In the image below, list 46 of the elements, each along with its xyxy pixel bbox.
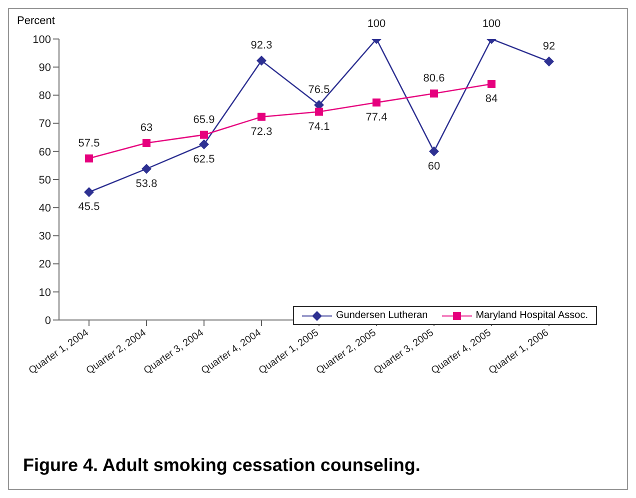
- point: [84, 187, 94, 198]
- y-tick-label: 90: [38, 62, 51, 74]
- y-tick-label: 10: [38, 286, 51, 299]
- data-label: 53.8: [136, 178, 158, 190]
- point: [544, 56, 554, 66]
- data-label: 92.3: [250, 40, 272, 52]
- data-label: 65.9: [193, 114, 215, 126]
- y-tick-label: 40: [38, 202, 51, 215]
- point: [85, 154, 93, 162]
- y-tick-label: 50: [38, 174, 51, 186]
- point: [315, 108, 323, 116]
- point: [142, 138, 150, 147]
- data-label: 92: [542, 40, 556, 52]
- data-label: 80.6: [423, 72, 445, 85]
- data-label: 60: [428, 160, 440, 172]
- data-label: 72.3: [250, 126, 272, 138]
- y-tick-label: 80: [38, 90, 51, 102]
- data-label: 100: [367, 18, 386, 30]
- point: [142, 164, 152, 174]
- point: [200, 130, 208, 139]
- y-tick-label: 30: [38, 230, 51, 243]
- y-axis-title: Percent: [17, 15, 55, 27]
- point: [429, 146, 439, 156]
- data-label: 100: [482, 18, 501, 30]
- legend-label: Gundersen Lutheran: [334, 310, 428, 321]
- data-label: 77.4: [366, 112, 388, 124]
- legend-label: Maryland Hospital Assoc.: [474, 310, 588, 321]
- text: Figure 4. Adult smoking cessation counseling.: [23, 455, 420, 476]
- point: [372, 98, 380, 107]
- point: [430, 90, 438, 98]
- y-tick-label: 60: [38, 146, 51, 158]
- y-tick-label: 20: [38, 258, 51, 271]
- y-tick-label: 70: [38, 118, 51, 130]
- data-label: 84: [485, 92, 498, 105]
- point: [488, 80, 496, 88]
- data-label: 74.1: [308, 120, 330, 133]
- point: [199, 139, 209, 150]
- y-tick-label: 0: [44, 314, 51, 327]
- y-tick-label: 100: [32, 34, 51, 46]
- point: [258, 112, 266, 121]
- data-label: 76.5: [308, 84, 330, 96]
- data-label: 57.5: [78, 137, 100, 150]
- data-label: 62.5: [193, 153, 215, 166]
- data-label: 45.5: [78, 201, 100, 214]
- point: [256, 56, 266, 66]
- data-label: 63: [140, 122, 153, 134]
